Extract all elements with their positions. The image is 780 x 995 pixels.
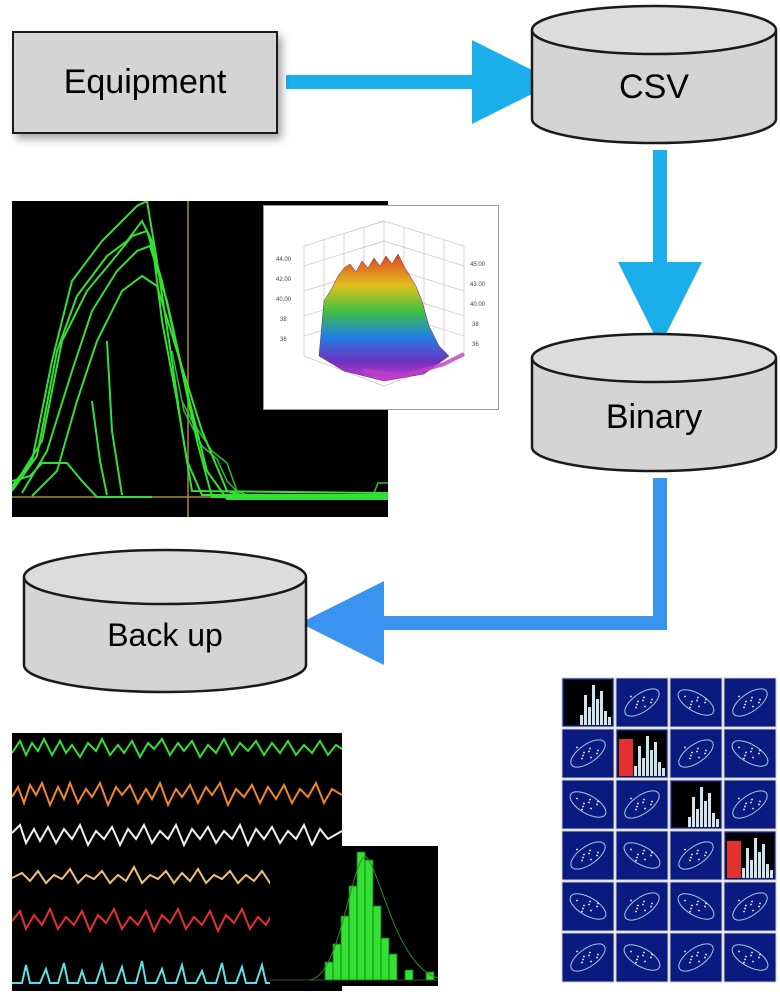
3d-surface-plot: 44.00 42.00 40.00 38 36 45.00 43.00 40.0… [276,220,486,387]
csv-cylinder: CSV [528,2,780,147]
matrix-cell [723,881,777,932]
matrix-cell [723,728,777,779]
matrix-cell [615,728,669,779]
matrix-cell [669,779,723,830]
equipment-box: Equipment [12,31,278,134]
arrow-binary-to-backup [300,478,667,665]
matrix-cell [561,932,615,983]
csv-cylinder-shape [530,4,778,145]
svg-text:44.00: 44.00 [276,257,292,263]
matrix-cell [723,932,777,983]
svg-text:42.00: 42.00 [276,277,292,283]
backup-cylinder: Back up [20,547,310,697]
svg-text:43.00: 43.00 [470,282,486,288]
matrix-cell [723,830,777,881]
scatter-plot-matrix-image [561,677,780,987]
binary-cylinder-shape [530,332,778,473]
svg-text:38: 38 [280,317,287,323]
svg-text:40.00: 40.00 [276,297,292,303]
matrix-cell [669,932,723,983]
matrix-cell [561,881,615,932]
csv-label: CSV [619,68,689,106]
binary-cylinder: Binary [528,330,780,475]
matrix-cell [615,932,669,983]
oscilloscope-traces-plot [12,201,388,517]
svg-text:36: 36 [280,337,287,343]
binary-label: Binary [605,398,703,436]
svg-text:45.00: 45.00 [470,262,486,268]
matrix-cell [561,779,615,830]
3d-surface-plot-image: 44.00 42.00 40.00 38 36 45.00 43.00 40.0… [263,205,499,410]
matrix-cell [615,881,669,932]
histogram-plot [270,851,438,981]
svg-text:38: 38 [472,322,479,328]
matrix-cell [615,677,669,728]
backup-label: Back up [107,617,223,653]
matrix-cell [615,830,669,881]
matrix-cell [615,779,669,830]
equipment-label: Equipment [63,63,227,101]
matrix-cell [723,677,777,728]
matrix-cell [561,728,615,779]
svg-text:40.00: 40.00 [470,302,486,308]
matrix-cell [561,830,615,881]
histogram-image [270,846,438,986]
matrix-cell [723,779,777,830]
matrix-cell [561,677,615,728]
backup-cylinder-shape [22,548,308,694]
matrix-cell [669,728,723,779]
matrix-cell [669,830,723,881]
svg-text:36: 36 [472,342,479,348]
matrix-cell [669,881,723,932]
oscilloscope-traces-image [12,201,388,517]
scatter-plot-matrix [561,677,777,983]
matrix-cell [669,677,723,728]
